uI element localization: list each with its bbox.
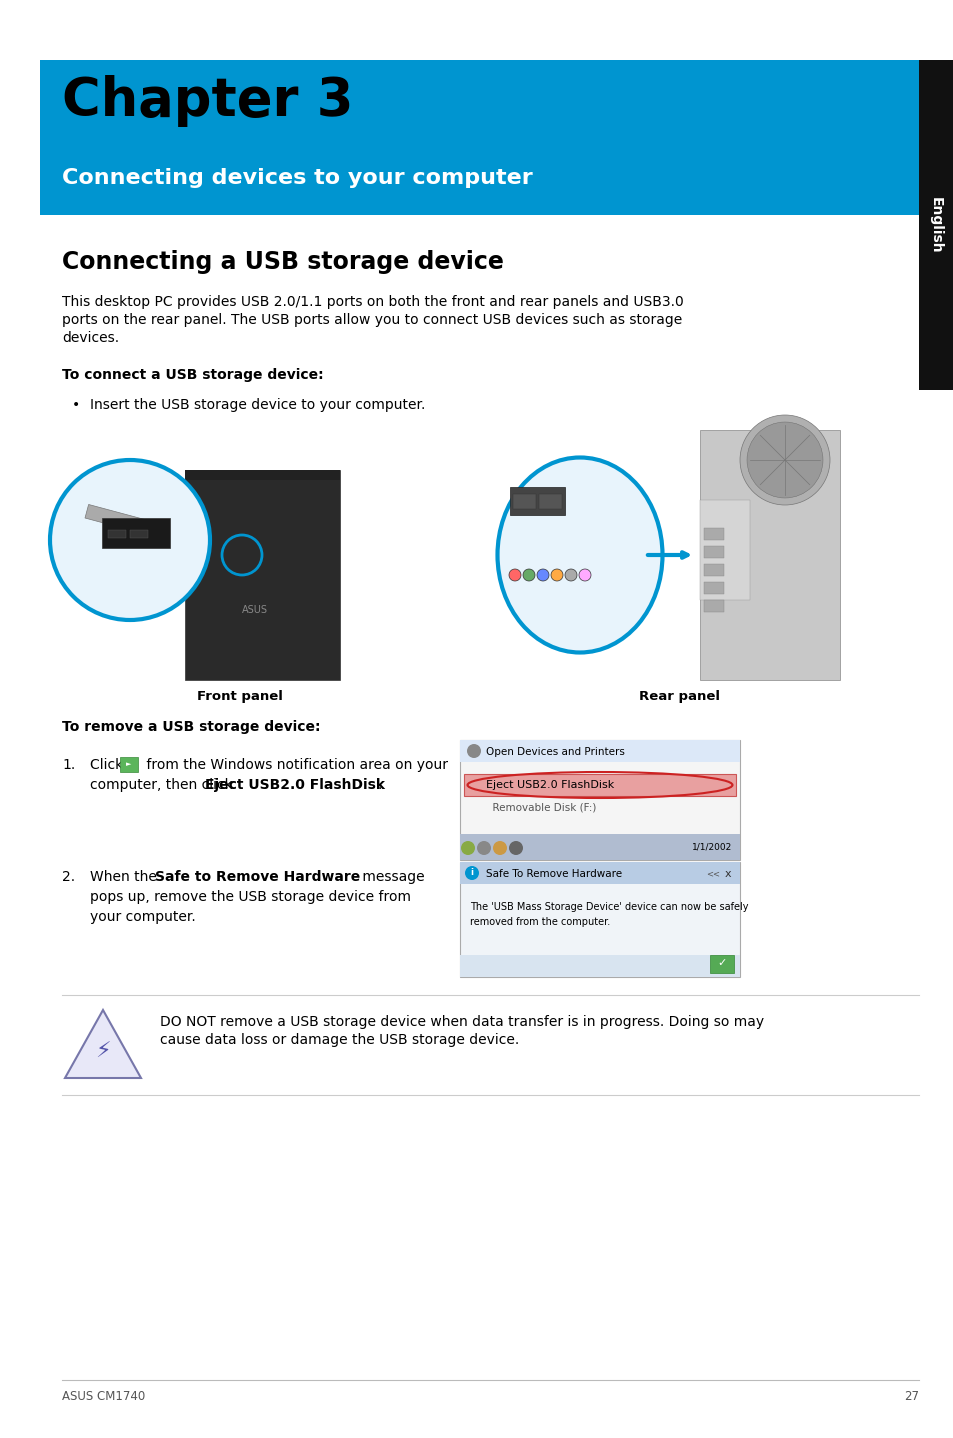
Text: •: • <box>71 398 80 413</box>
Text: Click: Click <box>90 758 128 772</box>
Bar <box>459 955 740 976</box>
Bar <box>102 518 170 548</box>
Bar <box>703 582 723 594</box>
Text: Rear panel: Rear panel <box>639 690 720 703</box>
Text: from the Windows notification area on your: from the Windows notification area on yo… <box>142 758 448 772</box>
Text: Safe to Remove Hardware: Safe to Remove Hardware <box>154 870 360 884</box>
Bar <box>85 505 152 535</box>
Text: ✓: ✓ <box>717 958 726 968</box>
Bar <box>108 531 126 538</box>
Bar <box>459 741 740 762</box>
Text: 2.: 2. <box>62 870 75 884</box>
Bar <box>459 861 740 884</box>
Text: Chapter 3: Chapter 3 <box>62 75 354 127</box>
Bar <box>700 430 840 680</box>
Bar <box>703 564 723 577</box>
Text: removed from the computer.: removed from the computer. <box>470 917 610 928</box>
Text: When the: When the <box>90 870 161 884</box>
Text: ASUS CM1740: ASUS CM1740 <box>62 1391 145 1403</box>
Text: ASUS: ASUS <box>242 605 268 615</box>
Bar <box>40 60 918 216</box>
Circle shape <box>537 569 548 581</box>
Bar <box>120 756 138 772</box>
Text: ►: ► <box>126 761 132 766</box>
Text: ports on the rear panel. The USB ports allow you to connect USB devices such as : ports on the rear panel. The USB ports a… <box>62 313 681 326</box>
Text: ⚡: ⚡ <box>95 1043 111 1063</box>
Text: 27: 27 <box>903 1391 918 1403</box>
Bar <box>700 500 749 600</box>
Text: To remove a USB storage device:: To remove a USB storage device: <box>62 720 320 733</box>
Text: 1/1/2002: 1/1/2002 <box>691 843 731 851</box>
Text: Removable Disk (F:): Removable Disk (F:) <box>485 802 596 812</box>
Text: .: . <box>377 778 382 792</box>
Circle shape <box>509 841 522 856</box>
Circle shape <box>509 569 520 581</box>
Bar <box>709 955 733 974</box>
Text: The 'USB Mass Storage Device' device can now be safely: The 'USB Mass Storage Device' device can… <box>470 902 748 912</box>
Bar <box>185 470 339 680</box>
Bar <box>703 546 723 558</box>
Text: message: message <box>357 870 424 884</box>
Circle shape <box>564 569 577 581</box>
Text: your computer.: your computer. <box>90 910 195 925</box>
Text: i: i <box>470 869 473 877</box>
Bar <box>463 774 735 797</box>
Bar <box>918 60 953 390</box>
Text: computer, then click: computer, then click <box>90 778 237 792</box>
Text: Eject USB2.0 FlashDisk: Eject USB2.0 FlashDisk <box>205 778 385 792</box>
Text: x: x <box>724 869 731 879</box>
Circle shape <box>467 743 480 758</box>
Bar <box>130 531 148 538</box>
Circle shape <box>746 421 822 498</box>
Ellipse shape <box>497 457 661 653</box>
Circle shape <box>578 569 590 581</box>
Polygon shape <box>185 470 339 480</box>
Circle shape <box>493 841 506 856</box>
Text: Connecting devices to your computer: Connecting devices to your computer <box>62 168 532 188</box>
Text: pops up, remove the USB storage device from: pops up, remove the USB storage device f… <box>90 890 411 905</box>
Text: cause data loss or damage the USB storage device.: cause data loss or damage the USB storag… <box>160 1032 518 1047</box>
Bar <box>459 741 740 860</box>
Bar <box>459 861 740 976</box>
Text: This desktop PC provides USB 2.0/1.1 ports on both the front and rear panels and: This desktop PC provides USB 2.0/1.1 por… <box>62 295 683 309</box>
Text: Connecting a USB storage device: Connecting a USB storage device <box>62 250 503 275</box>
Bar <box>459 834 740 860</box>
Text: English: English <box>928 197 942 253</box>
Bar <box>538 495 561 509</box>
Text: <<: << <box>705 870 720 879</box>
Circle shape <box>522 569 535 581</box>
Text: Eject USB2.0 FlashDisk: Eject USB2.0 FlashDisk <box>485 779 614 789</box>
Text: 1.: 1. <box>62 758 75 772</box>
Text: devices.: devices. <box>62 331 119 345</box>
Text: Open Devices and Printers: Open Devices and Printers <box>485 746 624 756</box>
Circle shape <box>50 460 210 620</box>
Bar <box>703 528 723 541</box>
Text: DO NOT remove a USB storage device when data transfer is in progress. Doing so m: DO NOT remove a USB storage device when … <box>160 1015 763 1030</box>
Circle shape <box>460 841 475 856</box>
Text: Front panel: Front panel <box>197 690 283 703</box>
Circle shape <box>551 569 562 581</box>
Bar <box>703 600 723 613</box>
Bar <box>510 487 564 515</box>
Circle shape <box>740 416 829 505</box>
Text: Insert the USB storage device to your computer.: Insert the USB storage device to your co… <box>90 398 425 413</box>
Circle shape <box>476 841 491 856</box>
Text: To connect a USB storage device:: To connect a USB storage device: <box>62 368 323 383</box>
Circle shape <box>464 866 478 880</box>
Text: Safe To Remove Hardware: Safe To Remove Hardware <box>485 869 621 879</box>
Bar <box>513 495 536 509</box>
Polygon shape <box>65 1009 141 1078</box>
